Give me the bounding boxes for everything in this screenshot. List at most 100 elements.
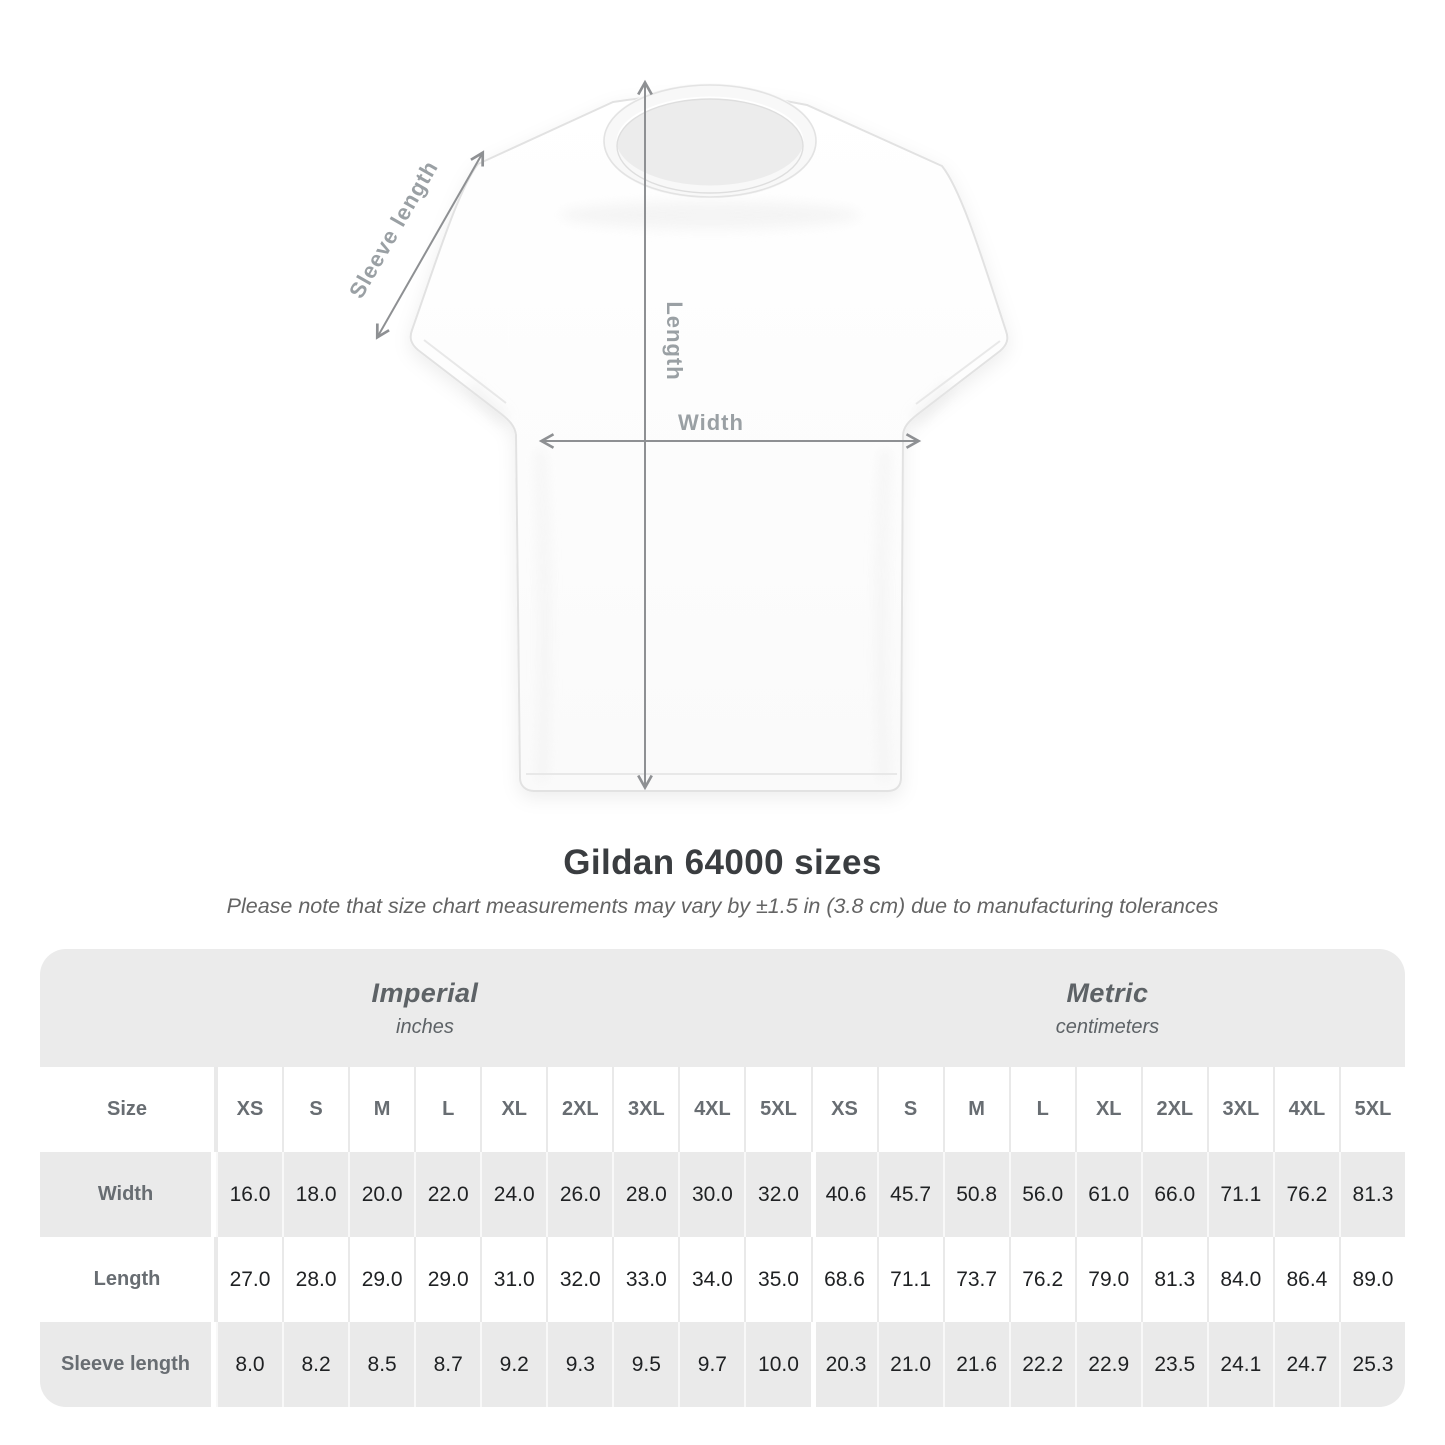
measurement-arrows (375, 79, 922, 791)
value-cell: 9.7 (678, 1322, 744, 1407)
fabric-shading (466, 201, 954, 781)
size-col-header-2xl-metric: 2XL (1140, 1067, 1207, 1152)
length-label: Length (662, 301, 687, 380)
value-cell: 28.0 (612, 1152, 678, 1237)
tshirt-diagram: Sleeve length Length Width (344, 79, 1009, 792)
value-cell: 22.0 (414, 1152, 480, 1237)
value-cell: 29.0 (348, 1237, 414, 1322)
row-label: Sleeve length (40, 1322, 216, 1407)
metric-header-title: Metric (1066, 977, 1149, 1008)
imperial-header-title: Imperial (371, 977, 479, 1008)
value-cell: 30.0 (678, 1152, 744, 1237)
size-col-header-s-metric: S (876, 1067, 943, 1152)
value-cell: 66.0 (1140, 1152, 1207, 1237)
value-cell: 89.0 (1338, 1237, 1405, 1322)
size-column-header: Size (40, 1067, 216, 1152)
value-cell: 76.2 (1008, 1237, 1075, 1322)
value-cell: 8.2 (282, 1322, 348, 1407)
measurement-row-length: Length 27.0 28.0 29.0 29.0 31.0 32.0 33.0 34.0 35… (40, 1237, 1405, 1322)
row-label: Width (40, 1152, 216, 1237)
value-cell: 24.1 (1206, 1322, 1273, 1407)
value-cell: 76.2 (1272, 1152, 1339, 1237)
value-cell: 22.9 (1074, 1322, 1141, 1407)
value-cell: 71.1 (876, 1237, 943, 1322)
value-cell: 29.0 (414, 1237, 480, 1322)
value-cell: 25.3 (1338, 1322, 1405, 1407)
metric-header: Metric centimeters (810, 949, 1405, 1067)
measurement-row-width: Width 16.0 18.0 20.0 22.0 24.0 26.0 28.0 30.0 32.… (40, 1152, 1405, 1237)
value-cell: 10.0 (744, 1322, 810, 1407)
imperial-header: Imperial inches (40, 949, 810, 1067)
size-col-header-5xl-imperial: 5XL (744, 1067, 810, 1152)
size-col-header-4xl-imperial: 4XL (678, 1067, 744, 1152)
size-table: Imperial inches Metric centimeters Size X… (40, 949, 1405, 1407)
size-col-header-5xl-metric: 5XL (1338, 1067, 1405, 1152)
value-cell: 50.8 (942, 1152, 1009, 1237)
value-cell: 8.0 (216, 1322, 282, 1407)
value-cell: 71.1 (1206, 1152, 1273, 1237)
value-cell: 35.0 (744, 1237, 810, 1322)
value-cell: 79.0 (1074, 1237, 1141, 1322)
size-col-header-l-imperial: L (414, 1067, 480, 1152)
shirt-illustration: Sleeve length Length Width (344, 79, 1009, 792)
tolerance-note: Please note that size chart measurements… (226, 894, 1219, 918)
value-cell: 21.0 (876, 1322, 943, 1407)
value-cell: 40.6 (810, 1152, 877, 1237)
value-cell: 73.7 (942, 1237, 1009, 1322)
imperial-header-unit: inches (396, 1015, 454, 1038)
value-cell: 28.0 (282, 1237, 348, 1322)
tshirt-body (409, 93, 1009, 792)
size-col-header-3xl-metric: 3XL (1206, 1067, 1273, 1152)
value-cell: 33.0 (612, 1237, 678, 1322)
value-cell: 8.5 (348, 1322, 414, 1407)
value-cell: 32.0 (744, 1152, 810, 1237)
measurement-row-sleeve-length: Sleeve length 8.0 8.2 8.5 8.7 9.2 9.3 9.5 9.7 10.… (40, 1322, 1405, 1407)
sleeve-length-arrow (375, 150, 485, 340)
value-cell: 34.0 (678, 1237, 744, 1322)
value-cell: 22.2 (1008, 1322, 1075, 1407)
value-cell: 9.2 (480, 1322, 546, 1407)
value-cell: 68.6 (810, 1237, 877, 1322)
metric-header-unit: centimeters (1055, 1015, 1160, 1038)
value-cell: 9.3 (546, 1322, 612, 1407)
size-col-header-m-imperial: M (348, 1067, 414, 1152)
value-cell: 27.0 (216, 1237, 282, 1322)
value-cell: 23.5 (1140, 1322, 1207, 1407)
value-cell: 24.7 (1272, 1322, 1339, 1407)
value-cell: 45.7 (876, 1152, 943, 1237)
value-cell: 81.3 (1140, 1237, 1207, 1322)
value-cell: 21.6 (942, 1322, 1009, 1407)
value-cell: 84.0 (1206, 1237, 1273, 1322)
value-cell: 56.0 (1008, 1152, 1075, 1237)
size-table-body: Size XS S M L XL 2XL 3XL 4XL 5XL XS S M L XL 2XL 3XL 4XL 5… (40, 1067, 1405, 1407)
size-col-header-xs-imperial: XS (216, 1067, 282, 1152)
value-cell: 61.0 (1074, 1152, 1141, 1237)
value-cell: 26.0 (546, 1152, 612, 1237)
value-cell: 81.3 (1338, 1152, 1405, 1237)
value-cell: 20.3 (810, 1322, 877, 1407)
value-cell: 86.4 (1272, 1237, 1339, 1322)
size-col-header-4xl-metric: 4XL (1272, 1067, 1339, 1152)
size-col-header-3xl-imperial: 3XL (612, 1067, 678, 1152)
value-cell: 31.0 (480, 1237, 546, 1322)
size-col-header-2xl-imperial: 2XL (546, 1067, 612, 1152)
unit-header-row: Imperial inches Metric centimeters (40, 949, 1405, 1067)
size-col-header-xs-metric: XS (810, 1067, 877, 1152)
value-cell: 32.0 (546, 1237, 612, 1322)
value-cell: 18.0 (282, 1152, 348, 1237)
size-col-header-s-imperial: S (282, 1067, 348, 1152)
value-cell: 16.0 (216, 1152, 282, 1237)
value-cell: 8.7 (414, 1322, 480, 1407)
value-cell: 9.5 (612, 1322, 678, 1407)
size-col-header-l-metric: L (1008, 1067, 1075, 1152)
crew-neck-collar (603, 83, 817, 199)
value-cell: 24.0 (480, 1152, 546, 1237)
size-header-row: Size XS S M L XL 2XL 3XL 4XL 5XL XS S M L XL 2XL 3XL 4XL 5… (40, 1067, 1405, 1152)
width-label: Width (678, 410, 744, 435)
size-col-header-xl-metric: XL (1074, 1067, 1141, 1152)
size-col-header-xl-imperial: XL (480, 1067, 546, 1152)
seam-lines (423, 339, 1001, 775)
size-col-header-m-metric: M (942, 1067, 1009, 1152)
page-title: Gildan 64000 sizes (563, 843, 882, 882)
